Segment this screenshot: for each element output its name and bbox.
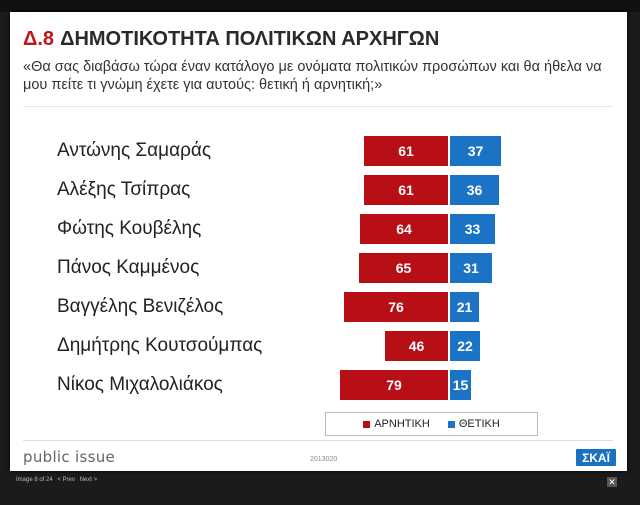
category-label: Πάνος Καμμένος xyxy=(57,257,200,278)
bar-positive: 21 xyxy=(450,292,479,322)
bar-negative: 64 xyxy=(360,214,448,244)
slide-title: Δ.8 ΔΗΜΟΤΙΚΟΤΗΤΑ ΠΟΛΙΤΙΚΩΝ ΑΡΧΗΓΩΝ xyxy=(23,28,439,51)
bar-negative: 65 xyxy=(359,253,448,283)
legend-item-negative: ΑΡΝΗΤΙΚΗ xyxy=(363,418,430,430)
close-icon[interactable]: ✕ xyxy=(607,477,617,487)
slide-subtitle: «Θα σας διαβάσω τώρα έναν κατάλογο με ον… xyxy=(23,59,602,93)
channel-logo: ΣΚΑΪ xyxy=(576,449,616,466)
survey-code: 2013020 xyxy=(310,456,338,463)
category-label: Αλέξης Τσίπρας xyxy=(57,179,191,200)
brand-logo: public issue xyxy=(23,448,116,466)
category-label: Βαγγέλης Βενιζέλος xyxy=(57,296,224,317)
slide: Δ.8 ΔΗΜΟΤΙΚΟΤΗΤΑ ΠΟΛΙΤΙΚΩΝ ΑΡΧΗΓΩΝ «Θα σα… xyxy=(10,12,627,471)
bar-positive: 15 xyxy=(450,370,471,400)
viewer-nav: Image 8 of 24 < Prev Next > xyxy=(16,477,100,483)
legend-swatch-positive xyxy=(447,420,455,428)
category-label: Νίκος Μιχαλολιάκος xyxy=(57,374,223,395)
bar-positive: 33 xyxy=(450,214,495,244)
slide-number: Δ.8 xyxy=(23,28,55,50)
bar-negative: 79 xyxy=(340,370,448,400)
bar-negative: 46 xyxy=(385,331,448,361)
image-counter: Image 8 of 24 xyxy=(16,477,53,483)
category-label: Φώτης Κουβέλης xyxy=(57,218,202,239)
legend-label-negative: ΑΡΝΗΤΙΚΗ xyxy=(374,418,430,430)
legend-item-positive: ΘΕΤΙΚΗ xyxy=(447,418,500,430)
next-link[interactable]: Next > xyxy=(79,477,98,483)
footer-divider xyxy=(23,440,613,441)
category-label: Δημήτρης Κουτσούμπας xyxy=(57,335,263,356)
divider xyxy=(23,106,613,107)
bar-positive: 31 xyxy=(450,253,492,283)
bar-positive: 22 xyxy=(450,331,480,361)
chart-legend: ΑΡΝΗΤΙΚΗ ΘΕΤΙΚΗ xyxy=(325,412,538,436)
bar-negative: 61 xyxy=(364,136,448,166)
category-label: Αντώνης Σαμαράς xyxy=(57,140,212,161)
bar-positive: 37 xyxy=(450,136,501,166)
bar-positive: 36 xyxy=(450,175,499,205)
legend-swatch-negative xyxy=(363,420,371,428)
slide-title-text: ΔΗΜΟΤΙΚΟΤΗΤΑ ΠΟΛΙΤΙΚΩΝ ΑΡΧΗΓΩΝ xyxy=(60,28,440,50)
bar-negative: 76 xyxy=(344,292,448,322)
prev-link[interactable]: < Prev xyxy=(57,477,75,483)
bar-negative: 61 xyxy=(364,175,448,205)
top-strip xyxy=(0,0,640,12)
chart-axis xyxy=(448,135,450,411)
legend-label-positive: ΘΕΤΙΚΗ xyxy=(458,418,500,430)
